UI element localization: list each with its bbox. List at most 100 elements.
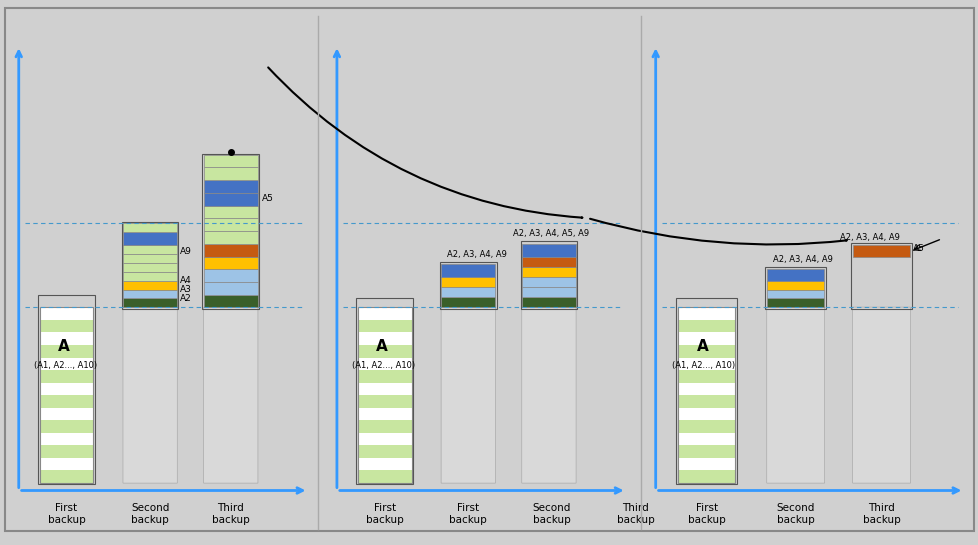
Text: First
backup: First backup [687,503,725,525]
Bar [677,320,734,332]
Text: A2, A3, A4, A9: A2, A3, A4, A9 [839,233,899,242]
Bar [357,408,411,420]
Text: A4: A4 [180,276,192,285]
Bar [39,320,93,332]
Bar [357,345,411,358]
Bar [357,395,411,408]
Bar [521,257,575,267]
Bar [39,332,93,345]
Text: (A1, A2..., A10): (A1, A2..., A10) [33,361,97,371]
Bar [677,332,734,345]
Bar [521,267,575,277]
Bar [38,295,95,484]
Bar [357,307,411,483]
Bar [203,231,257,244]
Bar [357,470,411,483]
Bar [123,254,177,263]
Text: A5: A5 [262,193,274,203]
Bar [39,345,93,358]
Bar [39,370,93,383]
FancyBboxPatch shape [123,307,177,483]
Text: Second
backup: Second backup [131,503,169,525]
Bar [677,307,734,320]
Bar [677,345,734,358]
Bar [39,395,93,408]
Bar [677,383,734,395]
Bar [357,307,411,320]
Bar [767,281,823,289]
Bar [39,470,93,483]
Bar [39,445,93,458]
Bar [677,408,734,420]
Bar [677,370,734,383]
Bar [121,222,178,308]
Bar [123,281,177,289]
Bar [677,307,734,483]
Bar [521,287,575,297]
Text: A3: A3 [180,285,192,294]
Bar [677,445,734,458]
Bar [123,263,177,272]
Bar [123,223,177,232]
Text: A2: A2 [180,294,192,303]
Bar [851,243,911,308]
Bar [677,470,734,483]
FancyBboxPatch shape [852,307,910,483]
Bar [357,358,411,370]
Bar [439,262,496,308]
Bar [441,264,495,277]
Bar [520,241,577,308]
Bar [767,269,823,281]
Text: A2, A3, A4, A5, A9: A2, A3, A4, A5, A9 [512,229,589,238]
Bar [357,445,411,458]
Bar [765,267,825,308]
Bar [441,277,495,287]
Bar [677,420,734,433]
Text: A2, A3, A4, A9: A2, A3, A4, A9 [773,255,832,264]
Bar [521,244,575,257]
Bar [357,320,411,332]
Bar [852,245,910,257]
FancyBboxPatch shape [766,307,823,483]
Bar [123,245,177,254]
Bar [39,358,93,370]
Bar [677,395,734,408]
Bar [203,257,257,269]
Bar [357,458,411,470]
Bar [203,295,257,307]
Bar [123,289,177,299]
Text: Third
backup: Third backup [616,503,653,525]
FancyBboxPatch shape [521,307,575,483]
Bar [123,299,177,307]
Bar [203,205,257,219]
Bar [203,219,257,231]
FancyBboxPatch shape [441,307,495,483]
Bar [521,277,575,287]
Text: First
backup: First backup [48,503,85,525]
Bar [203,282,257,295]
Bar [357,370,411,383]
Bar [123,232,177,245]
Text: Third
backup: Third backup [211,503,249,525]
Text: A: A [376,338,387,354]
Bar [39,408,93,420]
Bar [676,299,736,484]
Text: A2, A3, A4, A9: A2, A3, A4, A9 [447,250,507,258]
Bar [767,289,823,299]
Bar [39,458,93,470]
Bar [203,269,257,282]
Bar [357,420,411,433]
Bar [39,307,93,320]
Bar [39,433,93,445]
Bar [521,297,575,307]
Bar [203,155,257,167]
Text: A: A [696,338,708,354]
Text: A5: A5 [912,244,924,253]
Bar [39,420,93,433]
Text: (A1, A2..., A10): (A1, A2..., A10) [671,361,734,371]
Text: First
backup: First backup [366,503,403,525]
Text: (A1, A2..., A10): (A1, A2..., A10) [351,361,415,371]
Bar [357,383,411,395]
Bar [441,287,495,297]
Bar [203,193,257,205]
